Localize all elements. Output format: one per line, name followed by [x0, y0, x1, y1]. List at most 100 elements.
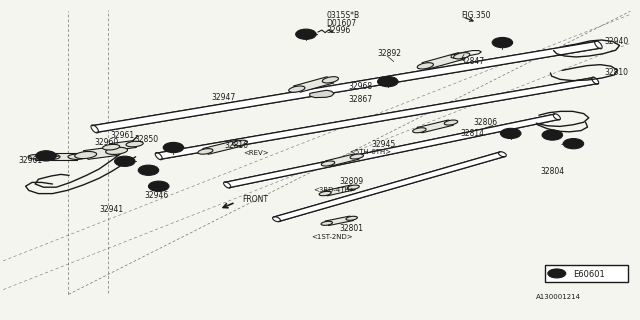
- Polygon shape: [83, 147, 119, 159]
- Ellipse shape: [323, 77, 339, 83]
- Ellipse shape: [417, 63, 433, 69]
- Circle shape: [296, 29, 316, 39]
- Ellipse shape: [232, 140, 248, 146]
- Polygon shape: [422, 53, 465, 69]
- Circle shape: [548, 269, 566, 278]
- Ellipse shape: [592, 77, 598, 84]
- Text: <5TH-6TH>: <5TH-6TH>: [349, 149, 391, 155]
- Polygon shape: [417, 120, 454, 133]
- Text: 1: 1: [500, 40, 504, 45]
- Text: 32940: 32940: [605, 37, 629, 46]
- Text: 1: 1: [572, 141, 575, 146]
- Circle shape: [492, 37, 513, 48]
- Ellipse shape: [595, 41, 602, 49]
- Text: A130001214: A130001214: [536, 294, 581, 300]
- Circle shape: [36, 151, 56, 161]
- Circle shape: [138, 165, 159, 175]
- Ellipse shape: [444, 120, 458, 125]
- Ellipse shape: [223, 182, 231, 188]
- Ellipse shape: [126, 141, 143, 147]
- Circle shape: [115, 156, 135, 166]
- Ellipse shape: [273, 217, 280, 222]
- Polygon shape: [35, 154, 48, 160]
- Ellipse shape: [347, 185, 359, 189]
- Polygon shape: [93, 42, 600, 132]
- Polygon shape: [274, 152, 505, 221]
- Text: 1: 1: [123, 159, 127, 164]
- Text: D01607: D01607: [326, 19, 356, 28]
- Text: 0315S*B: 0315S*B: [326, 11, 360, 20]
- Ellipse shape: [91, 125, 99, 133]
- Circle shape: [148, 181, 169, 191]
- FancyBboxPatch shape: [545, 265, 628, 282]
- Polygon shape: [157, 78, 597, 159]
- Polygon shape: [325, 216, 353, 226]
- Text: 32806: 32806: [474, 118, 498, 127]
- Text: 32996: 32996: [326, 26, 351, 35]
- Ellipse shape: [321, 221, 332, 225]
- Text: 32850: 32850: [134, 135, 159, 144]
- Ellipse shape: [28, 155, 42, 159]
- Text: 1: 1: [147, 168, 150, 173]
- Polygon shape: [293, 77, 334, 92]
- Text: 32947: 32947: [211, 93, 236, 102]
- Ellipse shape: [553, 114, 561, 120]
- Ellipse shape: [454, 52, 470, 59]
- Ellipse shape: [289, 86, 305, 92]
- Text: E60601: E60601: [573, 270, 605, 279]
- Ellipse shape: [198, 148, 213, 154]
- Text: 32946: 32946: [144, 191, 168, 200]
- Ellipse shape: [499, 152, 506, 157]
- Text: 32960: 32960: [95, 138, 119, 147]
- Circle shape: [163, 142, 184, 153]
- Ellipse shape: [41, 155, 55, 159]
- Text: 1: 1: [44, 153, 48, 158]
- Text: FIG.350: FIG.350: [461, 11, 490, 20]
- Ellipse shape: [321, 161, 335, 166]
- Text: 32968: 32968: [349, 82, 373, 91]
- Text: 32892: 32892: [378, 49, 402, 58]
- Text: 32801: 32801: [339, 224, 364, 233]
- Text: 32814: 32814: [461, 129, 485, 138]
- Text: 1: 1: [509, 131, 513, 136]
- Circle shape: [378, 76, 398, 87]
- Text: <1ST-2ND>: <1ST-2ND>: [312, 234, 353, 240]
- Text: 32804: 32804: [541, 167, 565, 176]
- Ellipse shape: [350, 154, 364, 159]
- Ellipse shape: [413, 128, 426, 133]
- Polygon shape: [323, 185, 355, 196]
- Ellipse shape: [75, 151, 97, 159]
- Circle shape: [542, 130, 563, 140]
- Text: 32816: 32816: [224, 141, 248, 150]
- Text: <REV>: <REV>: [243, 150, 269, 156]
- Ellipse shape: [42, 154, 60, 159]
- Text: 32961: 32961: [110, 131, 134, 140]
- Circle shape: [563, 139, 584, 149]
- Text: 1: 1: [304, 32, 308, 37]
- Polygon shape: [310, 90, 334, 98]
- Ellipse shape: [102, 144, 120, 150]
- Ellipse shape: [68, 154, 86, 159]
- Text: 1: 1: [550, 132, 554, 138]
- Circle shape: [500, 128, 521, 139]
- Ellipse shape: [106, 147, 127, 155]
- Ellipse shape: [319, 191, 332, 196]
- Ellipse shape: [346, 216, 357, 220]
- Text: 32945: 32945: [371, 140, 396, 148]
- Polygon shape: [203, 140, 243, 154]
- Polygon shape: [225, 114, 559, 188]
- Ellipse shape: [156, 153, 162, 160]
- Text: <3RD-4TH>: <3RD-4TH>: [314, 187, 356, 193]
- Polygon shape: [109, 140, 136, 151]
- Text: FRONT: FRONT: [242, 195, 268, 204]
- Text: 32941: 32941: [99, 205, 124, 214]
- Text: 1: 1: [172, 145, 175, 150]
- Text: 32847: 32847: [461, 57, 485, 66]
- Text: 1: 1: [555, 271, 559, 276]
- Text: 1: 1: [386, 79, 390, 84]
- Text: 1: 1: [157, 184, 161, 189]
- Text: 32809: 32809: [339, 177, 364, 186]
- Text: 32810: 32810: [605, 68, 628, 76]
- Polygon shape: [326, 154, 359, 166]
- Text: 32867: 32867: [349, 95, 373, 104]
